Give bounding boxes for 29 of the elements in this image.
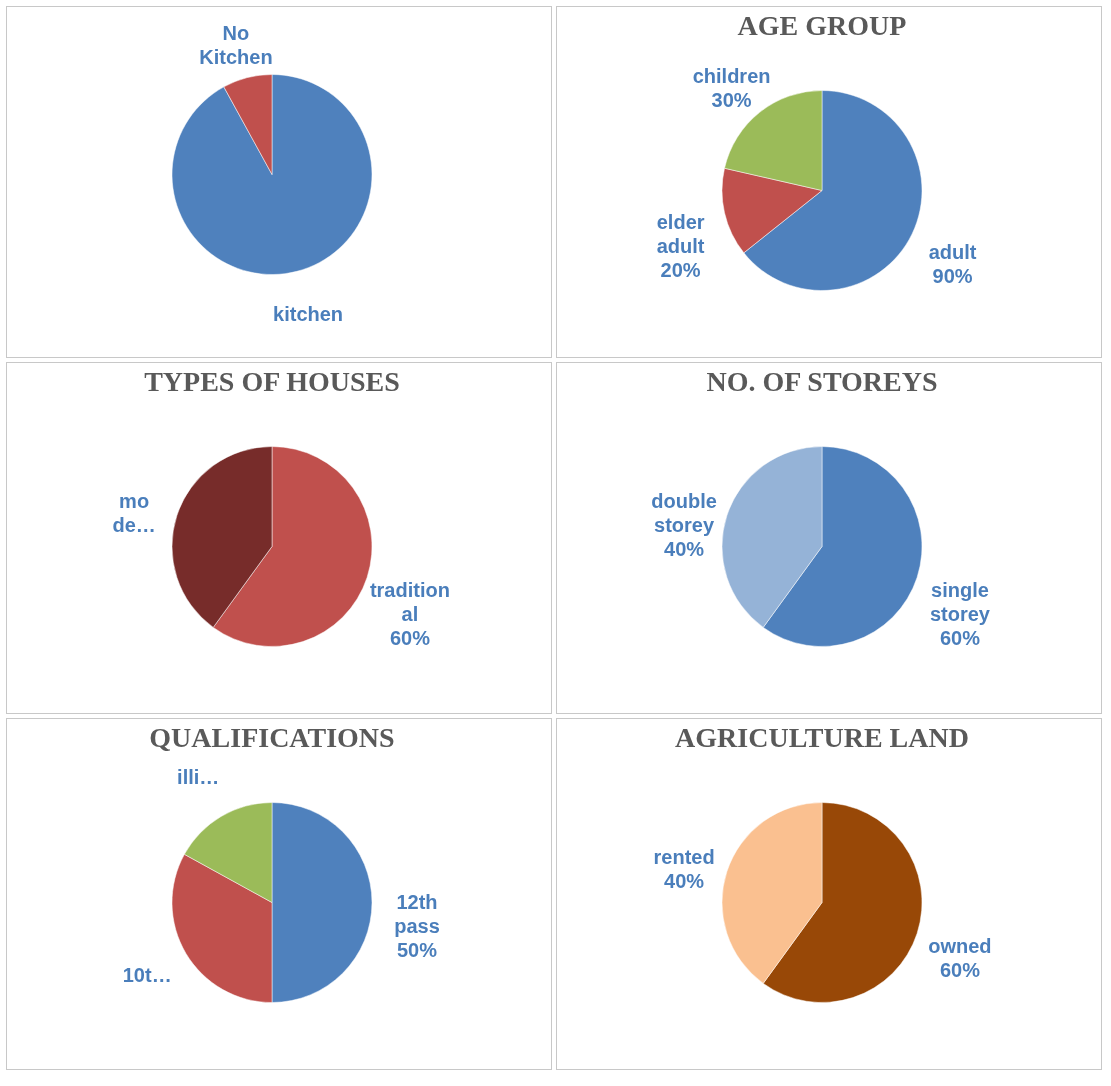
slice-label: rented	[653, 845, 715, 868]
data-label: 50%	[396, 938, 438, 961]
data-label: 60%	[939, 627, 981, 650]
pie-slice	[171, 74, 373, 275]
slice-label: 12th pass	[394, 890, 440, 937]
slice-label: double storey	[651, 489, 717, 536]
data-label: 40%	[664, 537, 705, 560]
slice-label: 10t…	[122, 964, 172, 987]
slice-label: kitchen	[273, 302, 344, 325]
slice-label: owned	[928, 935, 992, 958]
slice-label: mo de…	[112, 489, 156, 536]
slice-label: adult	[928, 241, 977, 264]
data-label: 60%	[939, 959, 981, 982]
chart-title: AGRICULTURE LAND	[675, 722, 969, 753]
slice-label: single storey	[929, 579, 991, 626]
data-label: 30%	[711, 89, 752, 112]
data-label: 40%	[664, 869, 705, 892]
chart-title: NO. OF STOREYS	[706, 366, 938, 397]
slice-label: illi…	[177, 765, 220, 788]
chart-title: AGE GROUP	[737, 10, 907, 41]
slice-label: traditional	[369, 579, 450, 626]
chart-title: TYPES OF HOUSES	[144, 366, 400, 397]
data-label: 60%	[389, 627, 431, 650]
data-label: 90%	[932, 265, 973, 288]
slice-label: children	[692, 65, 771, 88]
slice-label: No Kitchen	[199, 22, 273, 69]
slice-label: elder adult	[656, 210, 705, 257]
data-label: 20%	[660, 258, 701, 281]
chart-title: QUALIFICATIONS	[149, 722, 395, 753]
